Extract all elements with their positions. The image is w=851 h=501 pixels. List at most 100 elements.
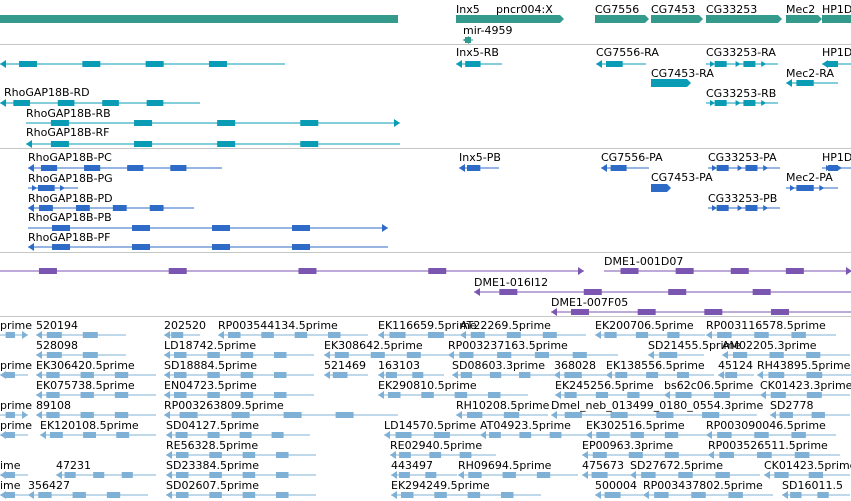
feature-label[interactable]: 475673 [582,459,624,472]
feature-glyph[interactable] [161,370,317,380]
feature-label[interactable]: RhoGAP18B-RB [26,107,111,120]
feature-label[interactable]: EK302516.5prime [586,419,685,432]
feature-glyph[interactable] [640,490,776,500]
feature-glyph[interactable] [388,490,544,500]
feature-label[interactable]: CG7453 [651,3,696,16]
feature-label[interactable]: RH10208.5prime [456,399,550,412]
feature-glyph[interactable] [598,163,652,173]
feature-label[interactable]: LD18742.5prime [164,339,257,352]
feature-glyph[interactable] [23,118,403,128]
feature-label[interactable]: Inx5 [456,3,480,16]
feature-label[interactable]: SD23384.5prime [166,459,259,472]
feature-label[interactable]: RP003263809.5prime [164,399,284,412]
feature-label[interactable]: SD04127.5prime [166,419,259,432]
feature-glyph[interactable] [627,470,763,480]
feature-label[interactable]: AT22269.5prime [460,319,551,332]
feature-glyph[interactable] [757,390,851,400]
feature-glyph[interactable] [33,370,159,380]
feature-label[interactable]: 528098 [36,339,78,352]
feature-glyph[interactable] [457,330,589,340]
feature-glyph[interactable] [819,14,851,24]
feature-glyph[interactable] [648,14,703,24]
feature-glyph[interactable] [161,350,317,360]
feature-label[interactable]: Mec2-PA [786,171,833,184]
feature-label[interactable]: CG7556 [595,3,640,16]
feature-glyph[interactable] [449,370,557,380]
feature-label[interactable]: CG33253 [706,3,758,16]
feature-glyph[interactable] [579,450,711,460]
feature-label[interactable]: CG7453-PA [651,171,713,184]
feature-label[interactable]: RhoGAP18B-PG [28,172,113,185]
feature-label[interactable]: CG7556-PA [601,151,663,164]
feature-glyph[interactable] [592,490,646,500]
feature-label[interactable]: EK200706.5prime [595,319,694,332]
feature-glyph[interactable] [0,59,288,69]
feature-glyph[interactable] [767,410,851,420]
feature-glyph[interactable] [703,59,781,69]
feature-label[interactable]: RhoGAP18B-PD [28,192,113,205]
feature-label[interactable]: prime [0,319,33,332]
feature-label[interactable]: prime [0,419,33,432]
feature-glyph[interactable] [388,470,460,480]
feature-label[interactable]: CG33253-PA [708,151,777,164]
feature-glyph[interactable] [705,163,783,173]
feature-glyph[interactable] [548,307,851,317]
feature-label[interactable]: pncr004:X [496,3,553,16]
feature-label[interactable]: RH09694.5prime [458,459,552,472]
feature-glyph[interactable] [161,410,401,420]
feature-glyph[interactable] [761,470,851,480]
feature-label[interactable]: EK290810.5prime [378,379,477,392]
feature-label[interactable]: 45124 [718,359,753,372]
feature-glyph[interactable] [548,410,760,420]
feature-glyph[interactable] [705,450,843,460]
feature-label[interactable]: SD02607.5prime [166,479,259,492]
feature-label[interactable]: bs62c06.5prime [664,379,754,392]
feature-glyph[interactable] [321,350,453,360]
feature-glyph[interactable] [648,183,671,193]
feature-label[interactable]: RhoGAP18B-PC [28,151,112,164]
feature-glyph[interactable] [375,370,447,380]
feature-glyph[interactable] [321,370,371,380]
feature-glyph[interactable] [703,330,839,340]
feature-glyph[interactable] [603,370,717,380]
feature-label[interactable]: SD18884.5prime [164,359,257,372]
feature-label[interactable]: RP003526511.5prime [708,439,828,452]
feature-label[interactable]: DME1-007F05 [551,296,629,309]
feature-label[interactable]: CK01423.5prime [764,459,851,472]
feature-glyph[interactable] [456,163,502,173]
feature-glyph[interactable] [551,370,609,380]
feature-glyph[interactable] [552,390,668,400]
feature-glyph[interactable] [783,78,841,88]
feature-glyph[interactable] [460,35,476,45]
feature-label[interactable]: prime [0,359,33,372]
feature-label[interactable]: 163103 [378,359,420,372]
feature-label[interactable]: SD21455.5prime [648,339,741,352]
feature-label[interactable]: ime [0,479,21,492]
feature-glyph[interactable] [0,330,31,340]
feature-glyph[interactable] [703,14,782,24]
feature-glyph[interactable] [703,98,781,108]
feature-label[interactable]: EK294249.5prime [391,479,490,492]
feature-glyph[interactable] [445,350,621,360]
feature-label[interactable]: EK306420.5prime [36,359,135,372]
feature-glyph[interactable] [0,430,31,440]
feature-label[interactable]: RP003116578.5prime [706,319,826,332]
feature-glyph[interactable] [593,59,649,69]
feature-glyph[interactable] [819,163,851,173]
feature-label[interactable]: prime [0,399,33,412]
feature-label[interactable]: 443497 [391,459,433,472]
feature-label[interactable]: EK116659.5prime [378,319,477,332]
feature-label[interactable]: CG7453-RA [651,67,714,80]
feature-glyph[interactable] [387,450,499,460]
feature-glyph[interactable] [25,223,391,233]
feature-label[interactable]: EK075738.5prime [36,379,135,392]
feature-glyph[interactable] [0,490,31,500]
feature-glyph[interactable] [819,59,851,69]
feature-glyph[interactable] [161,330,203,340]
feature-glyph[interactable] [715,370,757,380]
feature-label[interactable]: HP1D [822,151,851,164]
feature-glyph[interactable] [705,203,783,213]
feature-glyph[interactable] [754,370,851,380]
feature-label[interactable]: RhoGAP18B-RD [4,86,90,99]
feature-glyph[interactable] [53,470,159,480]
